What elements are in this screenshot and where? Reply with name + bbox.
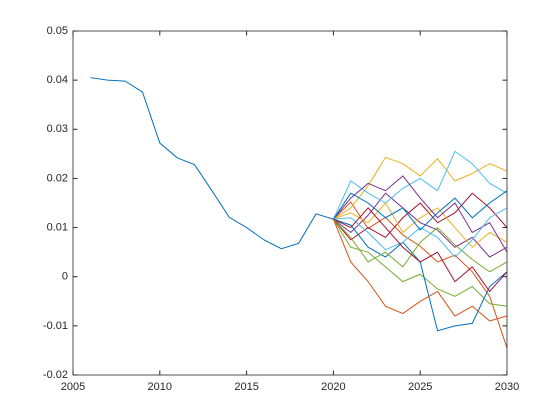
x-tick-label: 2010 bbox=[148, 381, 172, 393]
series-line bbox=[90, 77, 334, 250]
y-tick-label: 0.02 bbox=[47, 172, 68, 184]
series-line bbox=[332, 218, 508, 307]
series-line bbox=[333, 192, 508, 258]
y-tick-label: -0.02 bbox=[43, 369, 68, 381]
x-tick-label: 2025 bbox=[408, 381, 432, 393]
series-line bbox=[333, 218, 508, 273]
series-line bbox=[332, 190, 508, 231]
y-tick-label: 0.04 bbox=[47, 74, 68, 86]
series-line bbox=[333, 175, 508, 253]
x-tick-label: 2020 bbox=[321, 381, 345, 393]
series-line bbox=[332, 150, 508, 220]
x-tick-label: 2030 bbox=[495, 381, 519, 393]
y-tick-label: 0.05 bbox=[47, 25, 68, 37]
series-line bbox=[333, 192, 508, 241]
axes-box bbox=[72, 30, 508, 376]
y-tick-label: -0.01 bbox=[43, 320, 68, 332]
y-tick-label: 0.03 bbox=[47, 123, 68, 135]
series-line bbox=[333, 202, 508, 248]
x-tick-label: 2015 bbox=[234, 381, 258, 393]
y-tick-label: 0.01 bbox=[47, 221, 68, 233]
series-line bbox=[332, 219, 508, 322]
series-line bbox=[333, 207, 508, 258]
plot-area bbox=[73, 31, 507, 375]
series-line bbox=[333, 207, 508, 293]
y-tick-label: 0 bbox=[62, 271, 68, 283]
x-tick-label: 2005 bbox=[61, 381, 85, 393]
